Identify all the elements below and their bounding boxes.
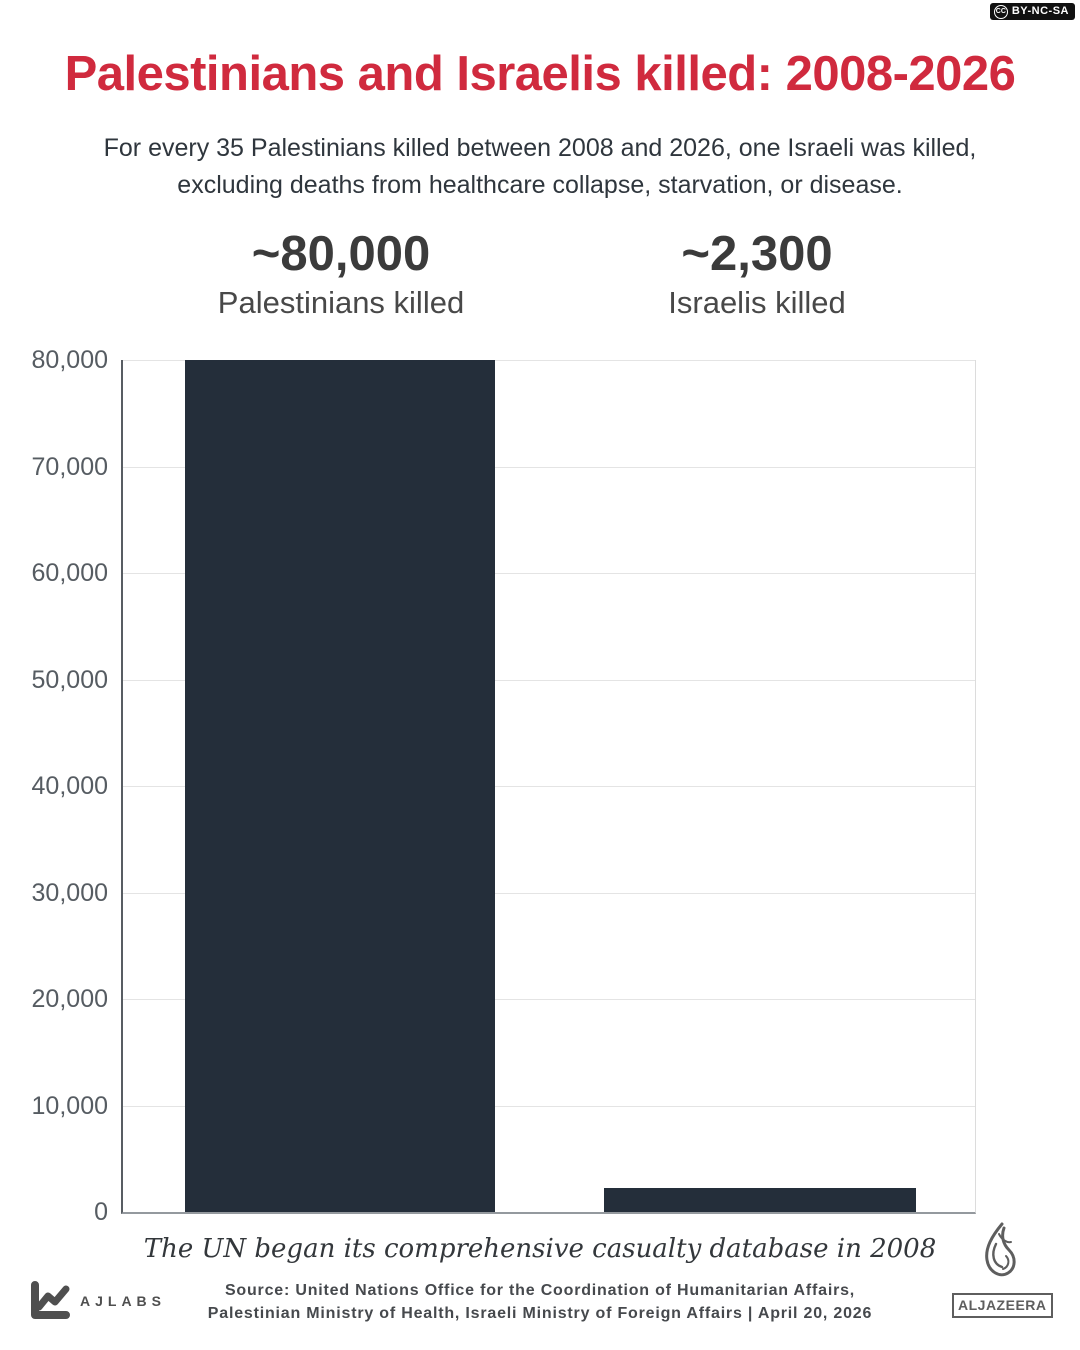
aljazeera-flame-icon: [985, 1222, 1016, 1277]
y-tick-label-10000: 10,000: [31, 1091, 108, 1120]
subtitle: For every 35 Palestinians killed between…: [0, 130, 1080, 204]
y-tick-label-30000: 30,000: [31, 878, 108, 907]
source-attribution: Source: United Nations Office for the Co…: [0, 1279, 1080, 1325]
source-line-2: Palestinian Ministry of Health, Israeli …: [207, 1305, 873, 1322]
stat-israelis-value: ~2,300: [681, 227, 833, 281]
stat-palestinians-value: ~80,000: [251, 227, 431, 281]
ajlabs-chart-icon: [31, 1281, 70, 1319]
gridline-80000: [123, 360, 975, 361]
cc-icon: CC: [993, 4, 1008, 19]
gridline-10000: [123, 1105, 975, 1107]
ajlabs-label: AJLABS: [80, 1293, 167, 1309]
aljazeera-logo: ALJAZEERA: [952, 1222, 1053, 1318]
gridline-30000: [123, 892, 975, 894]
y-tick-label-80000: 80,000: [31, 346, 108, 374]
y-tick-label-20000: 20,000: [31, 985, 108, 1013]
y-tick-label-50000: 50,000: [31, 665, 108, 694]
source-line-1: Source: United Nations Office for the Co…: [224, 1282, 856, 1299]
cc-license-label: BY-NC-SA: [1011, 5, 1069, 17]
gridline-70000: [123, 466, 975, 468]
page-title: Palestinians and Israelis killed: 2008-2…: [64, 47, 1016, 101]
aljazeera-wordmark: ALJAZEERA: [952, 1293, 1053, 1318]
gridline-60000: [123, 573, 975, 574]
chart-footnote: The UN began its comprehensive casualty …: [143, 1234, 937, 1264]
stat-palestinians-label: Palestinians killed: [217, 285, 465, 320]
cc-license-badge: CC BY-NC-SA: [989, 3, 1075, 20]
gridline-50000: [123, 679, 975, 681]
stat-palestinians: ~80,000 Palestinians killed: [131, 226, 551, 322]
y-tick-label-70000: 70,000: [31, 452, 108, 481]
stat-israelis: ~2,300 Israelis killed: [547, 226, 967, 322]
subtitle-line-2: excluding deaths from healthcare collaps…: [177, 171, 903, 199]
gridline-20000: [123, 999, 975, 1000]
y-tick-label-0: 0: [94, 1198, 108, 1226]
ajlabs-logo: AJLABS: [28, 1280, 166, 1322]
subtitle-line-1: For every 35 Palestinians killed between…: [103, 134, 977, 162]
y-tick-label-60000: 60,000: [31, 559, 108, 587]
bar-chart-plot-area: [121, 360, 976, 1214]
bar-palestinians-killed: [185, 360, 495, 1212]
stat-israelis-label: Israelis killed: [668, 285, 846, 320]
y-tick-label-40000: 40,000: [31, 772, 108, 800]
bar-israelis-killed: [604, 1188, 916, 1212]
gridline-40000: [123, 786, 975, 787]
